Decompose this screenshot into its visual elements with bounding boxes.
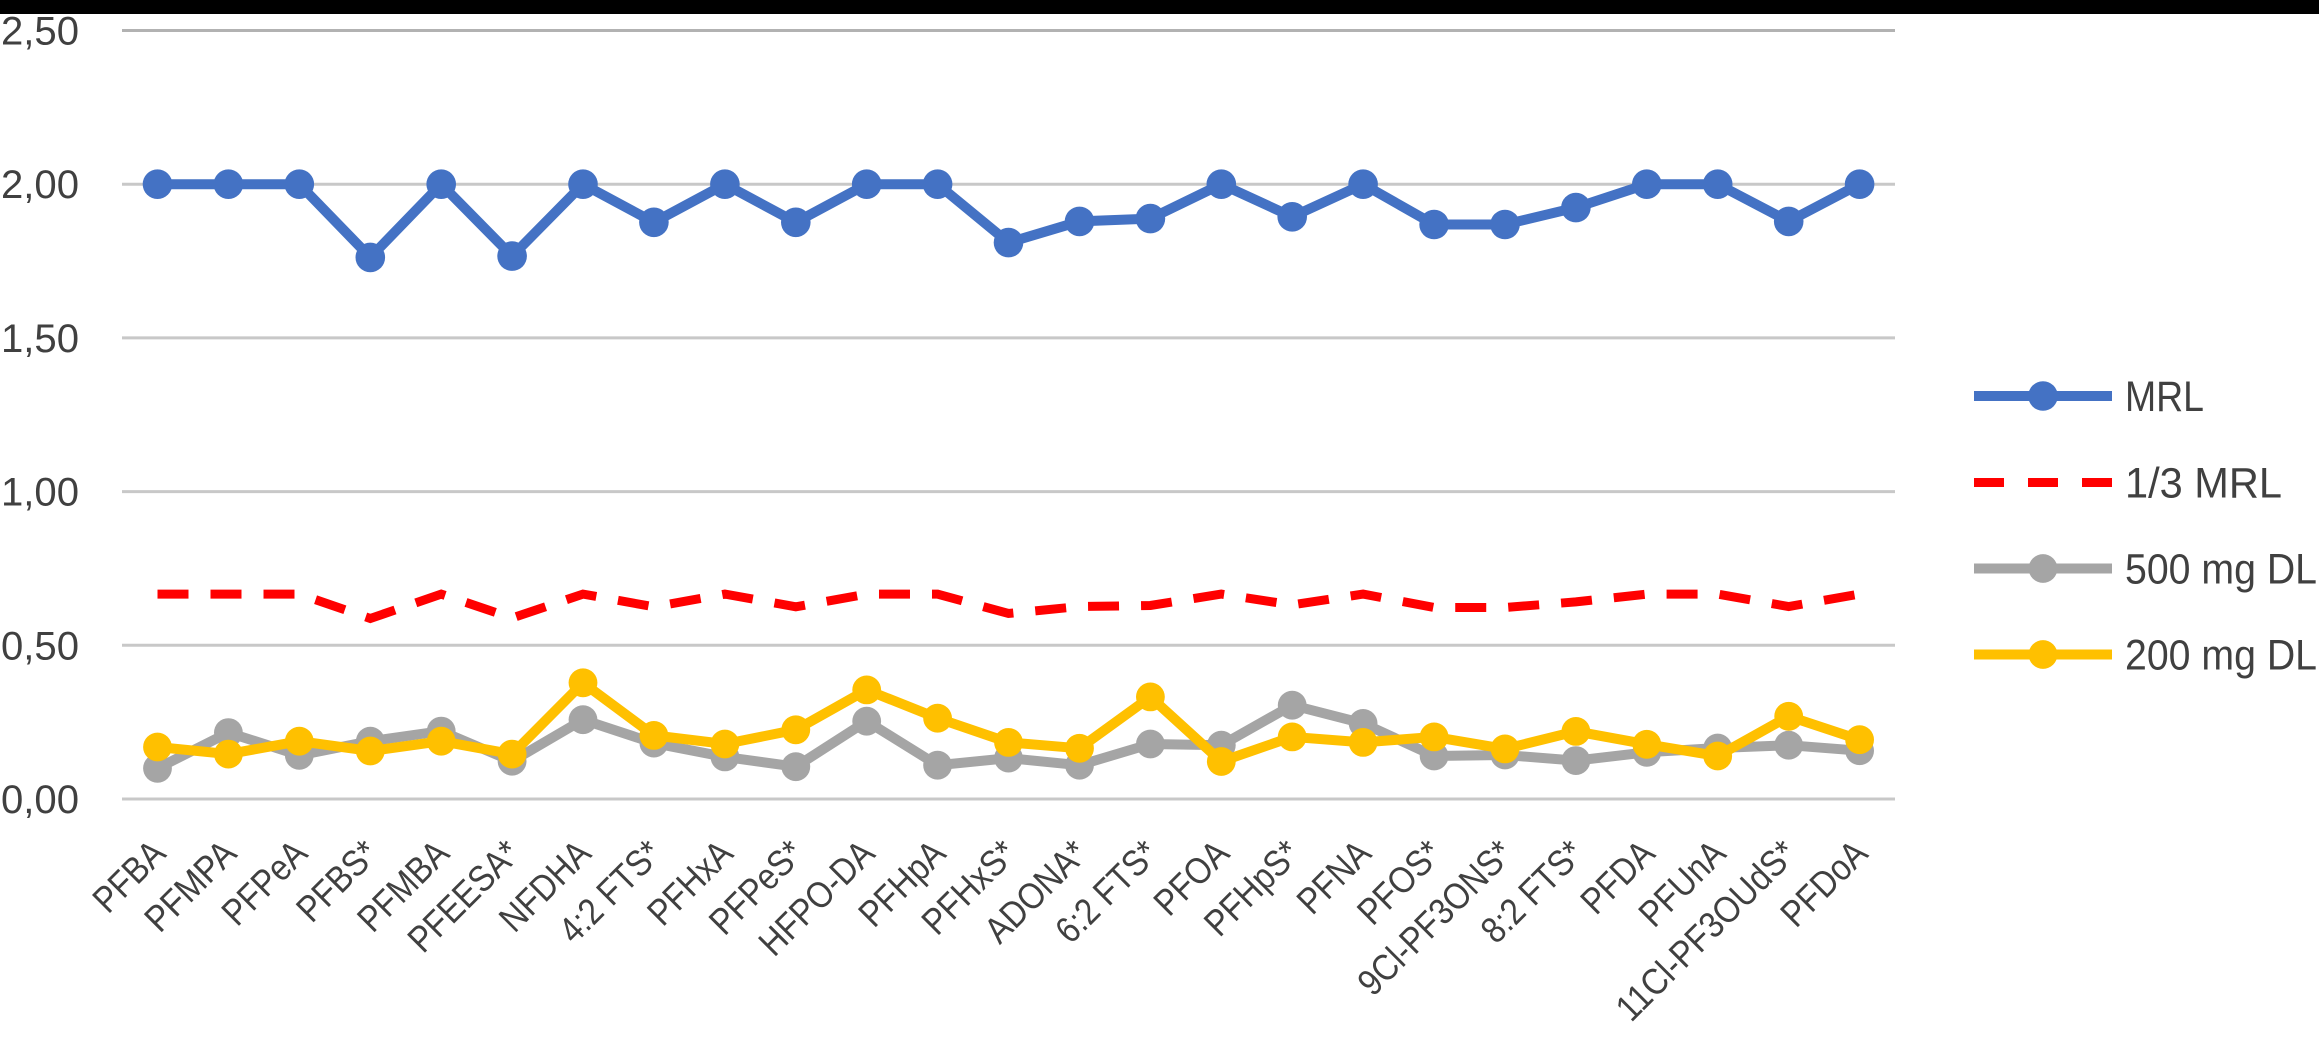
svg-text:500 mg DL: 500 mg DL — [2125, 546, 2317, 594]
svg-text:1/3 MRL: 1/3 MRL — [2125, 460, 2282, 508]
svg-text:1,50: 1,50 — [1, 317, 79, 361]
svg-text:MRL: MRL — [2125, 373, 2204, 421]
svg-text:2,00: 2,00 — [1, 163, 79, 207]
svg-text:2,50: 2,50 — [1, 10, 79, 54]
svg-text:1,00: 1,00 — [1, 471, 79, 515]
svg-text:0,00: 0,00 — [1, 778, 79, 822]
svg-text:200 mg DL: 200 mg DL — [2125, 632, 2317, 680]
svg-text:0,50: 0,50 — [1, 624, 79, 668]
